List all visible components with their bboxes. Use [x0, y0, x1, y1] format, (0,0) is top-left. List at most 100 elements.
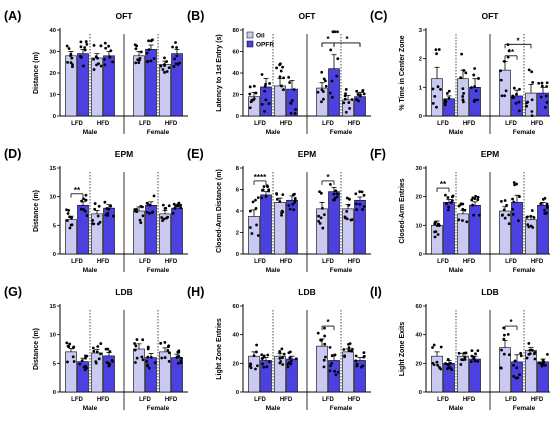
- data-point: [362, 355, 366, 359]
- data-point: [167, 66, 171, 70]
- data-point: [457, 351, 461, 355]
- panel-letter: (B): [187, 9, 204, 23]
- sex-label: Male: [83, 129, 98, 136]
- data-point: [260, 353, 264, 357]
- data-point: [289, 362, 293, 366]
- data-point: [476, 198, 480, 202]
- data-point: [511, 94, 515, 98]
- data-point: [328, 346, 332, 349]
- data-point: [503, 94, 507, 98]
- data-point: [334, 373, 338, 377]
- data-point: [471, 203, 474, 207]
- data-point: [149, 59, 153, 63]
- data-point: [281, 193, 285, 197]
- data-point: [461, 98, 465, 102]
- diet-label: LFD: [437, 397, 449, 403]
- data-point: [145, 210, 149, 214]
- panel-title: EPM: [115, 149, 133, 159]
- data-point: [507, 49, 511, 53]
- data-point: [97, 357, 101, 361]
- y-tick-label: 60: [233, 304, 239, 310]
- data-point: [164, 206, 168, 210]
- data-point: [432, 343, 436, 347]
- data-point: [447, 363, 450, 367]
- y-tick-label: 0: [236, 114, 239, 120]
- data-point: [66, 344, 70, 348]
- data-point: [93, 207, 97, 211]
- data-point: [174, 41, 177, 44]
- data-point: [541, 197, 545, 201]
- data-point: [450, 368, 454, 372]
- data-point: [437, 222, 440, 226]
- data-point: [79, 207, 83, 211]
- data-point: [159, 64, 163, 68]
- data-point: [250, 232, 254, 235]
- bar-oil: [431, 225, 443, 255]
- data-point: [319, 191, 323, 195]
- data-point: [267, 102, 271, 105]
- data-point: [519, 354, 523, 358]
- data-point: [163, 340, 167, 344]
- data-point: [293, 198, 297, 202]
- data-point: [266, 185, 269, 188]
- data-point: [461, 87, 465, 90]
- y-tick-label: 0: [236, 390, 239, 396]
- y-tick-label: 10: [416, 223, 422, 229]
- data-point: [503, 216, 507, 220]
- data-point: [502, 333, 506, 337]
- data-point: [85, 366, 89, 370]
- panel-letter: (C): [370, 9, 387, 23]
- data-point: [476, 359, 480, 363]
- sig-label: **: [508, 48, 515, 57]
- sig-label: *: [345, 35, 349, 44]
- data-point: [85, 354, 89, 358]
- data-point: [262, 365, 266, 369]
- panel-letter: (I): [370, 285, 382, 299]
- sex-label: Female: [147, 267, 170, 274]
- data-point: [515, 366, 519, 370]
- data-point: [329, 48, 333, 52]
- data-point: [436, 363, 440, 367]
- y-tick-label: 0: [53, 252, 56, 258]
- data-point: [517, 109, 521, 113]
- y-tick-label: 2: [236, 231, 239, 237]
- bar-oil: [133, 210, 145, 255]
- data-point: [348, 342, 352, 346]
- sex-label: Male: [266, 405, 281, 412]
- data-point: [473, 359, 477, 363]
- data-point: [159, 341, 163, 345]
- data-point: [145, 60, 149, 64]
- data-point: [500, 348, 503, 352]
- data-point: [275, 197, 279, 201]
- data-point: [94, 361, 98, 365]
- diet-label: LFD: [254, 121, 266, 127]
- bar-oil: [248, 355, 260, 393]
- panel-title: EPM: [481, 149, 499, 159]
- y-tick-label: 10: [50, 195, 56, 201]
- data-point: [530, 209, 534, 212]
- data-point: [173, 57, 176, 61]
- data-point: [141, 358, 145, 362]
- data-point: [530, 70, 534, 74]
- data-point: [167, 359, 171, 363]
- legend-label-oil: Oil: [256, 33, 265, 40]
- data-point: [347, 349, 351, 353]
- sex-label: Female: [147, 405, 170, 412]
- data-point: [92, 44, 96, 47]
- data-point: [167, 351, 171, 355]
- data-point: [354, 359, 358, 363]
- panel-a: (A) OFT Distance (m) 0 10 20 30 40 LFD HFD LFD HFD M…: [4, 9, 188, 136]
- diet-label: HFD: [165, 397, 178, 403]
- data-point: [461, 95, 465, 98]
- data-point: [267, 189, 271, 193]
- y-axis-label: Latency to 1st Entry (s): [216, 34, 223, 111]
- data-point: [540, 81, 544, 85]
- bar-opfr: [171, 207, 183, 255]
- data-point: [477, 77, 480, 80]
- y-tick-label: 40: [50, 28, 56, 34]
- data-point: [505, 203, 509, 207]
- bar-oil: [457, 355, 469, 393]
- data-point: [461, 358, 465, 362]
- data-point: [473, 197, 477, 201]
- data-point: [335, 74, 339, 78]
